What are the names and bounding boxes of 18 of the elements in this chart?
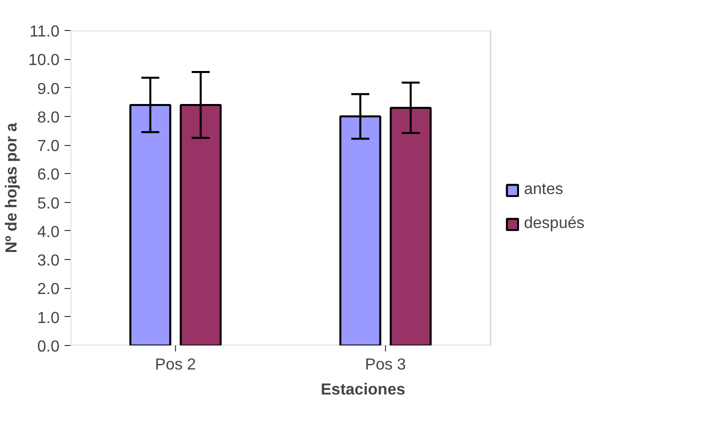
y-tick-label: 8.0 xyxy=(37,109,60,126)
x-axis-title: Estaciones xyxy=(320,382,406,398)
y-tick-label: 5.0 xyxy=(37,195,60,212)
y-tick-label: 2.0 xyxy=(37,281,60,298)
y-tick-label: 7.0 xyxy=(37,138,60,156)
y-tick-label: 6.0 xyxy=(37,166,60,184)
y-tick-label: 3.0 xyxy=(37,252,60,270)
y-tick-label: 4.0 xyxy=(37,224,60,241)
y-tick-label: 1.0 xyxy=(37,310,60,327)
y-tick-label: 9.0 xyxy=(37,80,60,98)
legend-label: después xyxy=(524,215,584,233)
x-tick-label: Pos 3 xyxy=(365,356,406,374)
y-tick-label: 10.0 xyxy=(28,52,60,70)
y-tick-label: 11.0 xyxy=(30,24,60,40)
y-tick-label: 0.0 xyxy=(37,338,60,356)
x-tick-label: Pos 2 xyxy=(155,356,196,374)
legend-label: antes xyxy=(524,181,564,199)
y-axis-title: Nº de hojas por a xyxy=(3,122,20,254)
